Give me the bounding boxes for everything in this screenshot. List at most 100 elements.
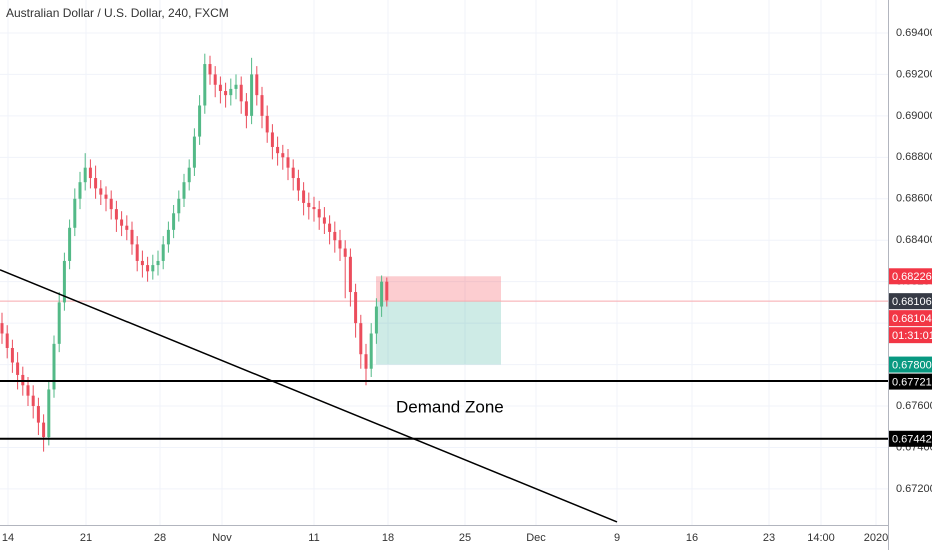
price-tag bbox=[889, 327, 932, 344]
price-tag-label: 0.67721 bbox=[892, 376, 932, 388]
candle-body bbox=[328, 223, 332, 232]
candle-body bbox=[140, 260, 144, 266]
y-tick-label: 0.69000 bbox=[896, 110, 932, 122]
candle-body bbox=[333, 231, 337, 241]
candle-body bbox=[47, 389, 51, 438]
candle-body bbox=[36, 406, 40, 423]
x-tick-label: 28 bbox=[154, 532, 166, 544]
candle-body bbox=[161, 244, 165, 261]
chart-title: Australian Dollar / U.S. Dollar, 240, FX… bbox=[6, 6, 229, 20]
candle-body bbox=[218, 84, 222, 91]
y-tick-label: 0.67600 bbox=[896, 400, 932, 412]
price-tag bbox=[889, 373, 932, 390]
candle-body bbox=[291, 167, 295, 179]
x-tick-label: Dec bbox=[526, 532, 546, 544]
candle-body bbox=[203, 64, 207, 106]
candle-body bbox=[187, 167, 191, 183]
x-tick-label: 14 bbox=[2, 532, 14, 544]
candle-body bbox=[265, 115, 269, 133]
candle-body bbox=[281, 153, 285, 158]
candle-body bbox=[307, 202, 311, 208]
x-tick-label: 14:00 bbox=[807, 532, 835, 544]
x-tick-label: 21 bbox=[80, 532, 92, 544]
candle-body bbox=[250, 74, 254, 116]
y-tick-label: 0.69400 bbox=[896, 27, 932, 39]
plot: Demand Zone bbox=[0, 53, 888, 523]
y-tick-label: 0.68800 bbox=[896, 151, 932, 163]
price-tag bbox=[889, 268, 932, 285]
x-tick-label: 18 bbox=[382, 532, 394, 544]
x-tick-label: 25 bbox=[459, 532, 471, 544]
candle-body bbox=[52, 343, 56, 390]
candle-body bbox=[348, 256, 352, 293]
candle-body bbox=[213, 74, 217, 85]
price-tag-label: 0.67800 bbox=[892, 359, 932, 371]
candle-body bbox=[16, 362, 20, 375]
candle-body bbox=[26, 385, 30, 396]
candle-body bbox=[239, 84, 243, 102]
axes: 0.672000.674000.676000.678000.680000.682… bbox=[2, 27, 932, 544]
price-tag-label: 0.68106 bbox=[892, 296, 932, 308]
candle-body bbox=[156, 260, 160, 266]
candle-body bbox=[224, 90, 228, 96]
candle-body bbox=[120, 219, 124, 226]
x-tick-label: 23 bbox=[763, 532, 775, 544]
candle-body bbox=[73, 198, 77, 228]
candle-body bbox=[385, 281, 389, 301]
x-tick-label: 11 bbox=[308, 532, 319, 544]
candle-body bbox=[114, 209, 118, 220]
candle-body bbox=[94, 178, 98, 189]
y-tick-label: 0.68400 bbox=[896, 234, 932, 246]
price-tag-label: 0.68104 bbox=[892, 313, 932, 325]
candle-body bbox=[296, 178, 300, 191]
candle-body bbox=[343, 248, 347, 257]
candle-body bbox=[5, 333, 9, 348]
candle-body bbox=[130, 229, 134, 245]
candle-body bbox=[104, 194, 108, 199]
price-tag bbox=[889, 310, 932, 327]
candle-body bbox=[317, 209, 321, 218]
candle-body bbox=[99, 188, 103, 195]
candle-body bbox=[0, 323, 4, 334]
candle-body bbox=[135, 244, 139, 261]
y-tick-label: 0.67200 bbox=[896, 483, 932, 495]
candle-body bbox=[354, 292, 358, 324]
x-tick-label: 2020 bbox=[864, 532, 888, 544]
candle-body bbox=[166, 229, 170, 245]
candle-body bbox=[192, 136, 196, 168]
candle-body bbox=[302, 190, 306, 203]
y-tick-label: 0.69200 bbox=[896, 68, 932, 80]
candle-body bbox=[10, 347, 14, 363]
candle-body bbox=[57, 302, 61, 344]
price-tag bbox=[889, 293, 932, 310]
y-tick-label: 0.68600 bbox=[896, 193, 932, 205]
candle-body bbox=[369, 333, 373, 369]
candle-body bbox=[364, 354, 368, 369]
candle-body bbox=[244, 101, 248, 116]
stop-zone bbox=[376, 276, 501, 302]
candle-body bbox=[151, 265, 155, 272]
candle-body bbox=[229, 88, 233, 96]
candle-body bbox=[260, 95, 264, 116]
candle-body bbox=[68, 227, 72, 261]
price-tag bbox=[889, 356, 932, 373]
candle-body bbox=[146, 265, 150, 272]
x-tick-label: 16 bbox=[686, 532, 698, 544]
target-zone bbox=[376, 301, 501, 365]
price-tag-label: 01:31:01 bbox=[892, 330, 932, 342]
annotation: Demand Zone bbox=[396, 397, 504, 416]
candle-body bbox=[255, 74, 259, 96]
candle-body bbox=[276, 146, 280, 154]
candle-body bbox=[125, 225, 129, 230]
candle-body bbox=[78, 182, 82, 199]
candle-body bbox=[312, 207, 316, 210]
candle-body bbox=[88, 167, 92, 179]
candle-body bbox=[83, 167, 87, 183]
price-tag-label: 0.68226 bbox=[892, 271, 932, 283]
candle-body bbox=[31, 395, 35, 407]
x-tick-label: Nov bbox=[212, 532, 232, 544]
candle-body bbox=[338, 240, 342, 249]
candle-body bbox=[380, 281, 384, 307]
